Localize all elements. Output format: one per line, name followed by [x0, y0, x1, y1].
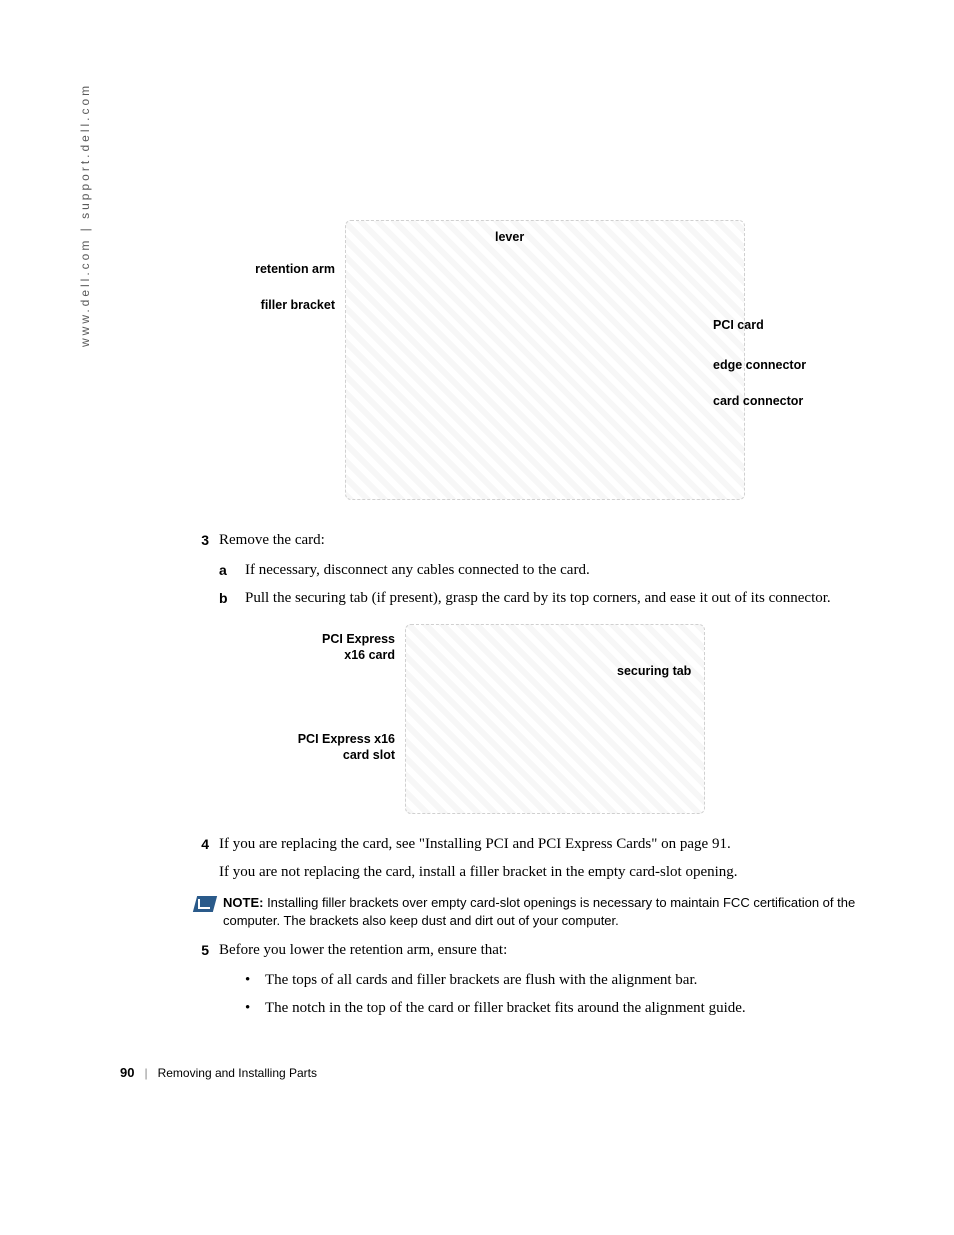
note-body: Installing filler brackets over empty ca…: [223, 895, 855, 928]
page-footer: 90 | Removing and Installing Parts: [120, 1065, 317, 1080]
bullet-text: The notch in the top of the card or fill…: [265, 998, 746, 1020]
bullet-icon: •: [245, 970, 265, 992]
callout-pci-card: PCI card: [713, 318, 764, 332]
diagram2-illustration: [405, 624, 705, 814]
callout-edge-connector: edge connector: [713, 358, 806, 372]
callout-pcie-slot-l1: PCI Express x16: [295, 732, 395, 746]
bullet-icon: •: [245, 998, 265, 1020]
step-5-bullet-2: • The notch in the top of the card or fi…: [245, 998, 885, 1020]
bullet-text: The tops of all cards and filler bracket…: [265, 970, 697, 992]
callout-pcie-card-l2: x16 card: [305, 648, 395, 662]
sub-letter: b: [219, 588, 245, 610]
step-3b: b Pull the securing tab (if present), gr…: [219, 588, 885, 610]
note-text: NOTE: Installing filler brackets over em…: [223, 894, 885, 930]
note-block: NOTE: Installing filler brackets over em…: [195, 894, 885, 930]
step-4-line1: If you are replacing the card, see "Inst…: [219, 834, 885, 856]
note-icon: [193, 896, 217, 912]
page-content: lever retention arm filler bracket PCI c…: [195, 220, 885, 1019]
step-text: Before you lower the retention arm, ensu…: [219, 940, 885, 962]
footer-separator: |: [144, 1066, 147, 1080]
callout-pcie-slot-l2: card slot: [295, 748, 395, 762]
diagram-pci-card-assembly: lever retention arm filler bracket PCI c…: [245, 220, 885, 510]
instruction-steps: 3 Remove the card: a If necessary, disco…: [195, 530, 885, 609]
note-label: NOTE:: [223, 895, 263, 910]
step-3a: a If necessary, disconnect any cables co…: [219, 560, 885, 582]
sub-text: If necessary, disconnect any cables conn…: [245, 560, 885, 582]
sub-text: Pull the securing tab (if present), gras…: [245, 588, 885, 610]
step-5: 5 Before you lower the retention arm, en…: [195, 940, 885, 962]
step-4-line2: If you are not replacing the card, insta…: [219, 862, 885, 884]
callout-securing-tab: securing tab: [617, 664, 691, 678]
sidebar-url: www.dell.com | support.dell.com: [78, 83, 92, 347]
callout-filler-bracket: filler bracket: [245, 298, 335, 312]
step-number: 4: [195, 834, 219, 884]
callout-lever: lever: [495, 230, 524, 244]
step-5-bullet-1: • The tops of all cards and filler brack…: [245, 970, 885, 992]
sub-letter: a: [219, 560, 245, 582]
step-text: If you are replacing the card, see "Inst…: [219, 834, 885, 884]
step-number: 3: [195, 530, 219, 552]
callout-pcie-card-l1: PCI Express: [305, 632, 395, 646]
page-number: 90: [120, 1065, 134, 1080]
callout-card-connector: card connector: [713, 394, 803, 408]
step-3: 3 Remove the card:: [195, 530, 885, 552]
footer-section-title: Removing and Installing Parts: [158, 1066, 317, 1080]
step-text: Remove the card:: [219, 530, 885, 552]
callout-retention-arm: retention arm: [245, 262, 335, 276]
diagram-pci-express-removal: PCI Express x16 card PCI Express x16 car…: [255, 624, 885, 824]
diagram1-illustration: [345, 220, 745, 500]
step-4: 4 If you are replacing the card, see "In…: [195, 834, 885, 884]
step-number: 5: [195, 940, 219, 962]
